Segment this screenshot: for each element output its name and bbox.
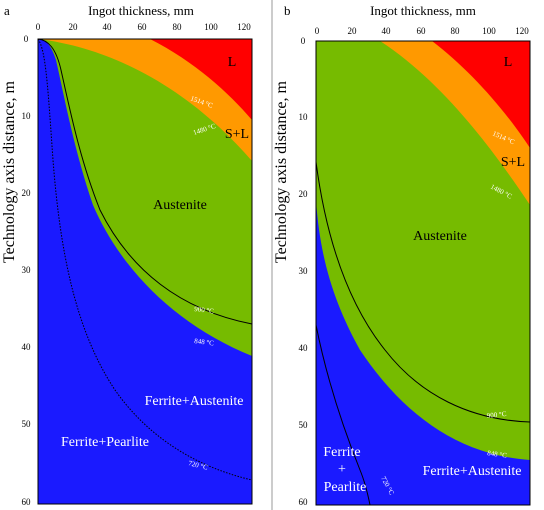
region-label-ferrite-austenite: Ferrite+Austenite xyxy=(423,464,522,479)
panel-b-labels: L S+L Austenite Ferrite+Austenite Ferrit… xyxy=(323,55,525,497)
region-label-ferrite-pearlite: Ferrite+Pearlite xyxy=(61,435,149,450)
x-tick: 20 xyxy=(348,26,358,36)
y-tick: 50 xyxy=(22,419,32,429)
liquid-region xyxy=(38,39,252,120)
liquid-region xyxy=(432,41,530,148)
panel-a-plot xyxy=(37,38,253,505)
isotherm-720-line xyxy=(315,324,371,506)
y-axis-label-right: Technology axis distance, m xyxy=(273,80,290,263)
y-tick: 40 xyxy=(22,342,32,352)
y-tick: 10 xyxy=(299,112,309,122)
y-axis-label: Technology axis distance, m xyxy=(1,80,18,263)
panel-a: a Ingot thickness, mm 0 20 40 60 80 100 … xyxy=(4,3,253,507)
panel-b-x-ticks: 0 20 40 60 80 100 120 xyxy=(315,26,530,36)
isotherm-900-line xyxy=(315,161,531,423)
austenite-region xyxy=(316,41,530,460)
region-label-liquid: L xyxy=(504,55,513,70)
panel-b-frame xyxy=(315,40,531,506)
y-tick: 0 xyxy=(301,36,306,46)
x-tick: 0 xyxy=(315,26,320,36)
y-tick: 60 xyxy=(299,497,309,507)
panel-b-x-axis-label: Ingot thickness, mm xyxy=(370,3,476,18)
isotherm-720-line xyxy=(37,38,253,481)
x-tick: 100 xyxy=(204,22,218,32)
panel-b: b Ingot thickness, mm 0 20 40 60 80 100 … xyxy=(284,3,531,507)
x-tick: 20 xyxy=(69,22,79,32)
austenite-region xyxy=(38,39,252,356)
isotherm-label-848: 848 °C xyxy=(487,449,508,460)
region-label-ferrite: Ferrite xyxy=(323,445,360,460)
isotherm-900-line xyxy=(37,38,253,325)
x-tick: 80 xyxy=(173,22,183,32)
mushy-zone-region xyxy=(38,39,252,161)
y-tick: 60 xyxy=(22,497,32,507)
region-label-austenite: Austenite xyxy=(413,229,467,244)
panel-b-letter: b xyxy=(284,3,291,18)
x-tick: 40 xyxy=(382,26,392,36)
region-label-pearlite: Pearlite xyxy=(324,480,367,495)
panel-a-letter: a xyxy=(4,3,10,18)
y-tick: 50 xyxy=(299,420,309,430)
y-tick: 20 xyxy=(299,189,309,199)
y-tick: 20 xyxy=(22,188,32,198)
x-tick: 80 xyxy=(451,26,461,36)
y-tick: 40 xyxy=(299,343,309,353)
isotherm-label-900: 900 °C xyxy=(486,410,507,420)
region-label-austenite: Austenite xyxy=(153,198,207,213)
isotherm-label-848: 848 °C xyxy=(194,337,215,347)
x-tick: 100 xyxy=(482,26,496,36)
region-label-mushy: S+L xyxy=(225,127,249,142)
y-tick: 0 xyxy=(24,34,29,44)
panel-a-x-ticks: 0 20 40 60 80 100 120 xyxy=(36,22,252,32)
panel-b-y-ticks: 0 10 20 30 40 50 60 xyxy=(299,36,309,507)
region-label-mushy: S+L xyxy=(501,155,525,170)
x-tick: 40 xyxy=(103,22,113,32)
y-tick: 10 xyxy=(22,111,32,121)
panel-b-plot xyxy=(315,40,531,506)
region-label-plus: + xyxy=(338,462,346,477)
x-tick: 120 xyxy=(237,22,251,32)
panel-a-x-axis-label: Ingot thickness, mm xyxy=(88,3,194,18)
x-tick: 0 xyxy=(36,22,41,32)
panel-a-labels: L S+L Austenite Ferrite+Austenite Ferrit… xyxy=(61,55,249,472)
x-tick: 60 xyxy=(417,26,427,36)
panel-a-y-ticks: 0 10 20 30 40 50 60 xyxy=(22,34,32,507)
y-tick: 30 xyxy=(299,266,309,276)
region-label-liquid: L xyxy=(228,55,237,70)
y-tick: 30 xyxy=(22,265,32,275)
region-label-ferrite-austenite: Ferrite+Austenite xyxy=(145,394,244,409)
isotherm-label-900: 900 °C xyxy=(194,305,215,315)
x-tick: 60 xyxy=(138,22,148,32)
panel-a-frame xyxy=(37,38,253,505)
x-tick: 120 xyxy=(515,26,529,36)
